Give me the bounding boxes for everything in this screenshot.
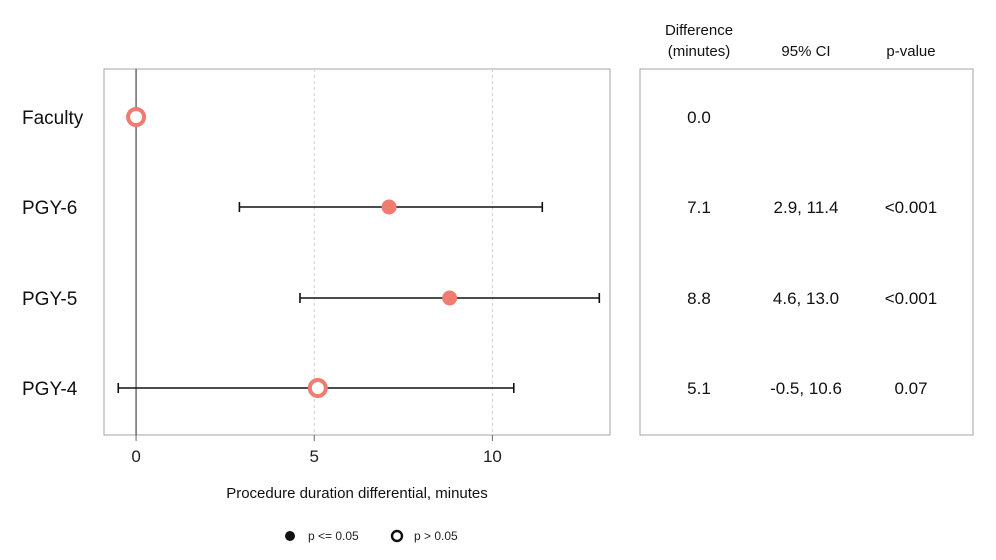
- x-tick-label-0: 0: [131, 447, 140, 466]
- row-label-pgy-4: PGY-4: [22, 379, 78, 400]
- difference-faculty: 0.0: [687, 108, 711, 127]
- difference-pgy-4: 5.1: [687, 379, 711, 398]
- header-difference-line1: Difference: [665, 22, 733, 39]
- x-axis-ticks: 0 5 10: [131, 435, 502, 466]
- header-p-value: p-value: [886, 43, 935, 60]
- difference-pgy-6: 7.1: [687, 198, 711, 217]
- point-pgy-4: [307, 378, 328, 398]
- legend-open-marker: [390, 529, 404, 543]
- point-pgy-5: [442, 290, 458, 306]
- point-faculty: [126, 107, 147, 127]
- legend: p <= 0.05 p > 0.05: [285, 529, 458, 543]
- row-label-faculty: Faculty: [22, 108, 84, 129]
- p-value-pgy-5: <0.001: [885, 289, 937, 308]
- p-value-pgy-4: 0.07: [894, 379, 927, 398]
- gridlines: [313, 69, 493, 435]
- legend-label-not-significant: p > 0.05: [414, 529, 458, 543]
- point-estimates: [126, 107, 458, 398]
- header-ci: 95% CI: [781, 43, 830, 60]
- x-axis-title: Procedure duration differential, minutes: [226, 485, 488, 502]
- legend-filled-marker: [285, 531, 295, 541]
- point-pgy-6: [381, 199, 397, 215]
- header-difference-line2: (minutes): [668, 43, 731, 60]
- ci-text-pgy-6: 2.9, 11.4: [774, 198, 839, 217]
- table-rows: 0.0 7.1 2.9, 11.4 <0.001 8.8 4.6, 13.0 <0.001 5…: [687, 108, 937, 398]
- p-value-pgy-6: <0.001: [885, 198, 937, 217]
- table-panel: [639, 68, 974, 436]
- ci-text-pgy-5: 4.6, 13.0: [773, 289, 839, 308]
- x-tick-label-5: 5: [310, 447, 319, 466]
- plot-panel: [103, 68, 611, 436]
- row-labels: Faculty PGY-6 PGY-5 PGY-4: [22, 108, 84, 400]
- ci-text-pgy-4: -0.5, 10.6: [770, 379, 842, 398]
- row-label-pgy-6: PGY-6: [22, 198, 77, 219]
- row-label-pgy-5: PGY-5: [22, 289, 77, 310]
- difference-pgy-5: 8.8: [687, 289, 711, 308]
- x-tick-label-10: 10: [483, 447, 502, 466]
- legend-label-significant: p <= 0.05: [308, 529, 359, 543]
